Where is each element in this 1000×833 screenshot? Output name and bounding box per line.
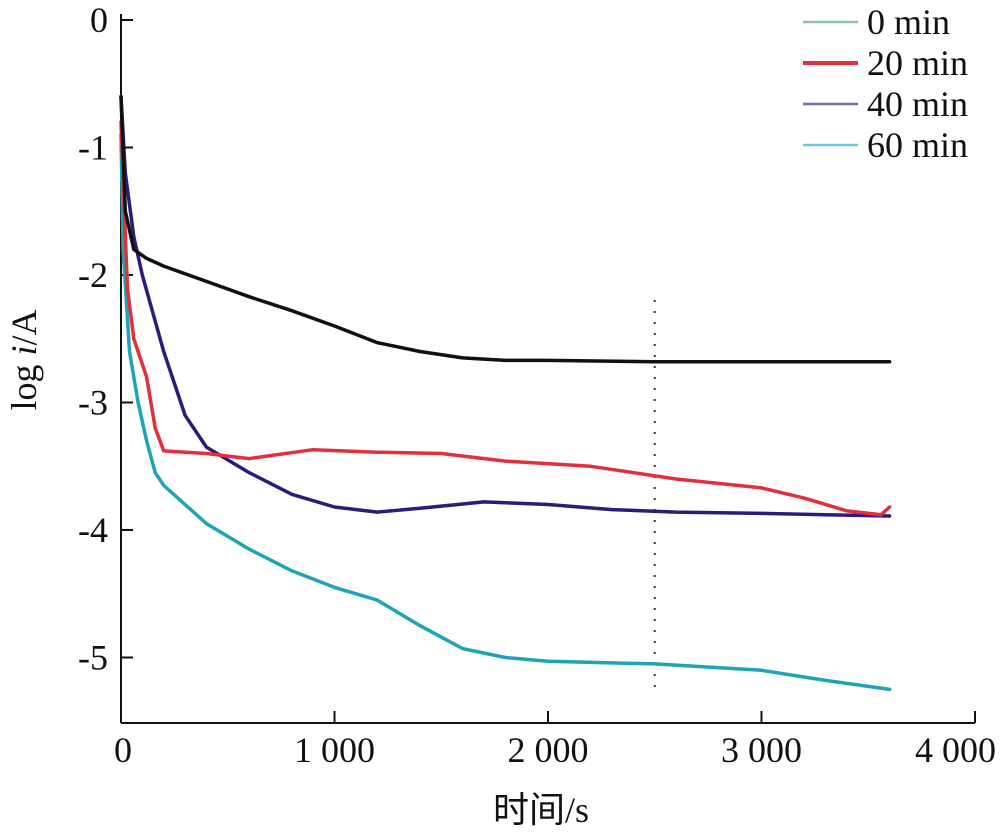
legend-label-60-min: 60 min — [867, 125, 968, 165]
x-tick-label: 1 000 — [294, 730, 375, 770]
y-tick-label: -5 — [78, 638, 108, 678]
series-layer — [119, 94, 892, 692]
x-tick-label: 2 000 — [508, 730, 589, 770]
y-tick-label: -1 — [78, 128, 108, 168]
x-tick-label: 3 000 — [721, 730, 802, 770]
series-line-20-min — [119, 120, 892, 517]
y-axis-label-suffix: /A — [4, 309, 44, 345]
x-ticks: 0 1 000 2 000 3 000 4 000 — [114, 711, 996, 770]
y-tick-label: 0 — [90, 0, 108, 40]
series-line-60-min — [119, 133, 892, 692]
y-axis-label-var: i — [4, 345, 44, 355]
legend-label-0-min: 0 min — [867, 2, 950, 42]
y-axis-label-prefix: log — [4, 356, 44, 411]
series-line-0-min — [119, 94, 892, 364]
x-axis-label: 时间/s — [493, 790, 589, 830]
y-tick-label: -2 — [78, 255, 108, 295]
y-axis-label: log i/A — [4, 309, 44, 410]
y-tick-label: -4 — [78, 510, 108, 550]
y-ticks: 0 -1 -2 -3 -4 -5 — [78, 0, 133, 678]
axes — [120, 14, 975, 724]
legend-label-40-min: 40 min — [867, 84, 968, 124]
legend-label-20-min: 20 min — [867, 43, 968, 83]
x-tick-label: 0 — [114, 730, 132, 770]
series-line-40-min — [119, 94, 892, 518]
x-tick-label: 4 000 — [915, 730, 996, 770]
y-tick-label: -3 — [78, 383, 108, 423]
